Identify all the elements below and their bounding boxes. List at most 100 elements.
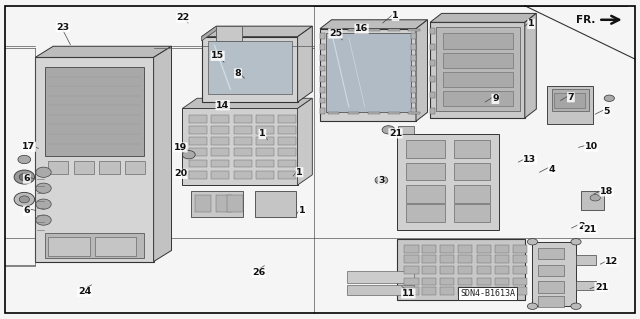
Text: 3: 3	[378, 176, 385, 185]
Bar	[48, 237, 90, 256]
Text: FR.: FR.	[576, 15, 595, 25]
Text: 6: 6	[24, 206, 30, 215]
Ellipse shape	[36, 199, 51, 209]
Bar	[440, 278, 454, 285]
Polygon shape	[154, 46, 172, 262]
Bar	[454, 185, 490, 203]
Polygon shape	[320, 29, 416, 121]
Bar	[195, 195, 211, 212]
Text: 1: 1	[259, 130, 266, 138]
Bar	[552, 89, 589, 111]
Text: 11: 11	[402, 289, 415, 298]
Polygon shape	[525, 13, 536, 118]
Bar	[388, 29, 400, 31]
Bar	[347, 271, 414, 283]
Bar	[430, 93, 435, 98]
Ellipse shape	[382, 126, 395, 134]
Bar	[411, 55, 416, 61]
Text: 6: 6	[24, 174, 30, 183]
Bar	[278, 171, 296, 179]
Bar	[411, 44, 416, 50]
Bar	[320, 55, 325, 61]
Bar	[211, 126, 229, 134]
Text: 16: 16	[355, 24, 368, 33]
Text: 13: 13	[524, 155, 536, 164]
Bar	[411, 98, 416, 103]
Bar	[234, 137, 252, 145]
Bar	[189, 137, 207, 145]
Bar	[189, 171, 207, 179]
Polygon shape	[320, 20, 428, 29]
Polygon shape	[202, 26, 216, 41]
Bar	[234, 148, 252, 156]
Ellipse shape	[14, 192, 35, 206]
Text: 21: 21	[389, 129, 402, 138]
Bar	[208, 41, 292, 94]
Bar	[440, 287, 454, 295]
Polygon shape	[430, 13, 536, 22]
Bar	[278, 160, 296, 167]
Ellipse shape	[36, 183, 51, 193]
Bar	[495, 287, 509, 295]
Bar	[48, 161, 68, 174]
Text: 19: 19	[174, 143, 187, 152]
Bar	[320, 87, 325, 93]
Bar	[320, 76, 325, 82]
Bar	[211, 171, 229, 179]
Bar	[234, 126, 252, 134]
Text: 1: 1	[299, 206, 305, 215]
Bar	[234, 160, 252, 167]
Ellipse shape	[604, 95, 614, 101]
Polygon shape	[191, 191, 243, 217]
Bar	[411, 33, 416, 39]
Ellipse shape	[571, 239, 581, 245]
Text: 18: 18	[600, 187, 613, 196]
Ellipse shape	[19, 174, 29, 181]
Bar	[422, 245, 436, 253]
Ellipse shape	[527, 239, 538, 245]
Bar	[234, 171, 252, 179]
Bar	[404, 287, 419, 295]
Bar	[99, 161, 120, 174]
Bar	[538, 265, 564, 276]
Bar	[278, 126, 296, 134]
Ellipse shape	[590, 195, 600, 201]
Bar	[458, 266, 472, 274]
Text: 5: 5	[604, 107, 610, 116]
Bar	[430, 44, 435, 50]
Bar	[430, 76, 435, 82]
Bar	[477, 266, 491, 274]
Polygon shape	[255, 191, 296, 217]
Bar	[216, 195, 232, 212]
Bar	[477, 287, 491, 295]
Text: 10: 10	[585, 142, 598, 151]
Text: 21: 21	[595, 283, 608, 292]
Bar	[547, 86, 593, 124]
Polygon shape	[35, 57, 154, 262]
Polygon shape	[298, 26, 312, 102]
Bar	[320, 33, 325, 39]
Bar	[211, 160, 229, 167]
Polygon shape	[45, 233, 144, 258]
Bar	[436, 27, 520, 111]
Bar	[406, 185, 445, 203]
Bar	[411, 76, 416, 82]
Text: 17: 17	[22, 142, 35, 151]
Text: 25: 25	[329, 29, 342, 38]
Text: SDN4-B1613A: SDN4-B1613A	[460, 289, 515, 298]
Bar	[278, 148, 296, 156]
Ellipse shape	[182, 151, 195, 159]
Polygon shape	[182, 108, 298, 185]
Bar	[328, 112, 339, 114]
Bar	[227, 195, 243, 212]
Bar	[513, 255, 527, 263]
Bar	[404, 255, 419, 263]
Bar	[211, 115, 229, 123]
Bar	[477, 278, 491, 285]
Bar	[404, 266, 419, 274]
Bar	[398, 126, 414, 134]
Bar	[406, 140, 445, 158]
Text: 4: 4	[548, 165, 555, 174]
Bar	[189, 115, 207, 123]
Ellipse shape	[18, 155, 31, 164]
